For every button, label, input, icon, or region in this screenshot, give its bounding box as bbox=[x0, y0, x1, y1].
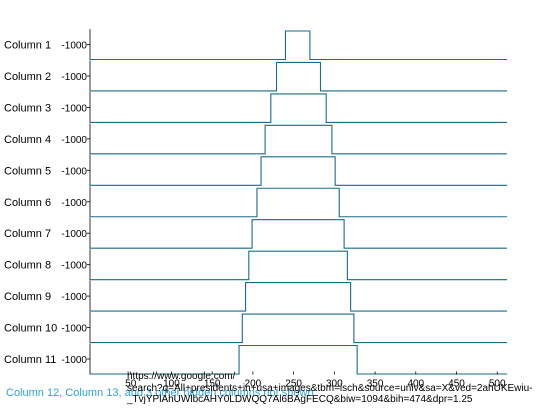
row-label: Column 10 bbox=[4, 323, 57, 335]
url-overlay: https://www.google.com/search?q=All+pres… bbox=[126, 371, 533, 405]
series-line bbox=[90, 282, 507, 312]
y-tick-label: -1000 bbox=[61, 103, 87, 114]
row-label: Column 4 bbox=[4, 134, 51, 146]
subplot-row: Column 2 -1000 bbox=[4, 60, 507, 92]
subplot-row: Column 5 -1000 bbox=[4, 154, 507, 186]
row-label: Column 2 bbox=[4, 71, 51, 83]
y-tick-label: -1000 bbox=[61, 166, 87, 177]
subplot-row: Column 10 -1000 bbox=[4, 312, 507, 344]
y-tick-label: -1000 bbox=[61, 135, 87, 146]
series-line bbox=[90, 61, 507, 92]
x-tick-label: 400 bbox=[407, 379, 424, 390]
subplot-row: Column 6 -1000 bbox=[4, 186, 507, 218]
row-label: Column 5 bbox=[4, 165, 51, 177]
series-line bbox=[90, 93, 507, 123]
series-line bbox=[90, 30, 507, 61]
subplot-row: Column 7 -1000 bbox=[4, 217, 507, 249]
row-label: Column 8 bbox=[4, 260, 51, 272]
series-line bbox=[90, 156, 507, 186]
hidden-columns-note: Column 12, Column 13, and 3 other hidden… bbox=[6, 387, 314, 399]
series-line bbox=[90, 344, 507, 375]
y-tick-label: -1000 bbox=[61, 261, 87, 272]
series-line bbox=[90, 250, 507, 281]
row-label: Column 9 bbox=[4, 291, 51, 303]
x-tick-label: 250 bbox=[285, 379, 302, 390]
row-label: Column 11 bbox=[4, 354, 56, 366]
row-label: Column 6 bbox=[4, 197, 51, 209]
row-label: Column 3 bbox=[4, 102, 51, 114]
x-tick-label: 300 bbox=[326, 379, 343, 390]
y-tick-label: -1000 bbox=[61, 72, 87, 83]
series-line bbox=[90, 219, 507, 249]
subplot-row: Column 9 -1000 bbox=[4, 280, 507, 312]
series-line bbox=[90, 124, 507, 155]
y-tick-label: -1000 bbox=[61, 355, 87, 366]
y-tick-label: -1000 bbox=[61, 229, 87, 240]
y-tick-label: -1000 bbox=[61, 292, 87, 303]
subplot-row: Column 8 -1000 bbox=[4, 249, 507, 281]
subplot-row: Column 1 -1000 bbox=[4, 29, 507, 61]
series-line bbox=[90, 313, 507, 344]
x-tick-label: 150 bbox=[204, 379, 221, 390]
subplot-row: Column 11 -1000 bbox=[4, 343, 507, 375]
url-line: _TvjYPlAhUWlbcAHY0LDWQQ7Al6BAgFECQ&biw=1… bbox=[126, 394, 473, 405]
url-line: https://www.google.com/ bbox=[127, 371, 236, 382]
row-label: Column 1 bbox=[4, 40, 51, 52]
x-tick-label: 200 bbox=[245, 379, 262, 390]
row-label: Column 7 bbox=[4, 228, 51, 240]
y-tick-label: -1000 bbox=[61, 324, 87, 335]
x-tick-label: 100 bbox=[163, 379, 180, 390]
x-tick-label: 350 bbox=[367, 379, 384, 390]
x-tick-label: 50 bbox=[125, 379, 137, 390]
x-tick-label: 500 bbox=[489, 379, 506, 390]
y-tick-label: -1000 bbox=[61, 198, 87, 209]
y-tick-label: -1000 bbox=[61, 41, 87, 52]
x-axis: 50 100 150 200 250 300 350 400 450 500 bbox=[125, 371, 506, 390]
series-line bbox=[90, 187, 507, 218]
url-line: search?q=All+presidents+in+usa+images&tb… bbox=[127, 383, 533, 394]
x-tick-label: 450 bbox=[448, 379, 465, 390]
subplot-row: Column 4 -1000 bbox=[4, 123, 507, 155]
subplot-row: Column 3 -1000 bbox=[4, 91, 507, 123]
